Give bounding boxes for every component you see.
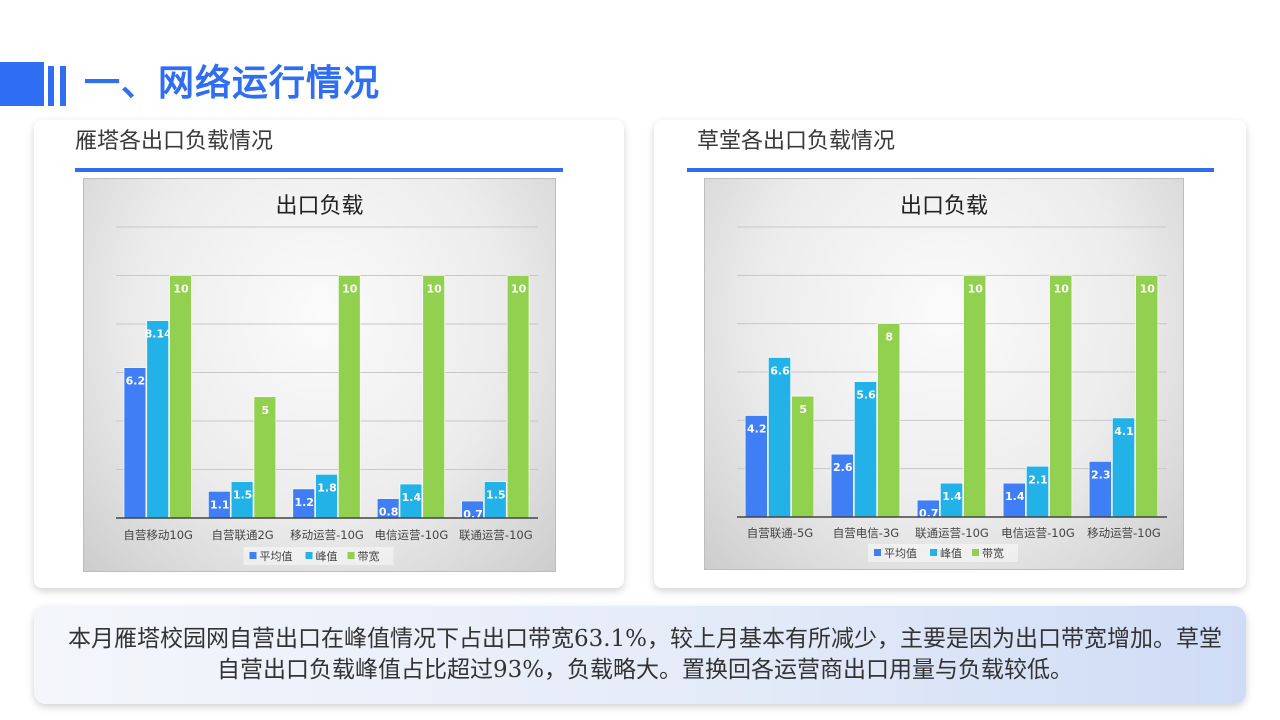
summary-box: 本月雁塔校园网自营出口在峰值情况下占出口带宽63.1%，较上月基本有所减少，主要… bbox=[34, 606, 1246, 704]
legend-label: 平均值 bbox=[884, 547, 917, 560]
data-label: 10 bbox=[342, 283, 358, 296]
data-label: 10 bbox=[968, 282, 984, 295]
legend-swatch bbox=[249, 552, 257, 559]
data-label: 1.4 bbox=[1005, 490, 1025, 503]
category-label: 自营联通2G bbox=[211, 528, 273, 542]
category-label: 联通运营-10G bbox=[915, 526, 989, 540]
left-panel-rule bbox=[75, 168, 563, 172]
data-label: 10 bbox=[173, 283, 189, 296]
title-accent-bar bbox=[48, 66, 54, 106]
page-title: 一、网络运行情况 bbox=[84, 63, 381, 104]
data-label: 5 bbox=[799, 403, 807, 416]
data-label: 2.6 bbox=[833, 461, 853, 474]
data-label: 1.4 bbox=[402, 491, 422, 504]
legend-box bbox=[243, 547, 394, 565]
bar-峰值 bbox=[146, 320, 169, 519]
bar-带宽 bbox=[1049, 275, 1073, 518]
bar-带宽 bbox=[506, 275, 530, 519]
legend-label: 带宽 bbox=[358, 549, 380, 563]
data-label: 5.6 bbox=[856, 389, 876, 402]
data-label: 0.7 bbox=[919, 507, 939, 520]
legend-label: 平均值 bbox=[260, 550, 293, 563]
data-label: 10 bbox=[511, 283, 527, 296]
bar-带宽 bbox=[1135, 275, 1159, 518]
data-label: 6.2 bbox=[126, 375, 145, 388]
right-panel-heading: 草堂各出口负载情况 bbox=[697, 129, 896, 154]
legend-swatch bbox=[347, 552, 355, 559]
left-chart-svg: 出口负载6.28.1410自营移动10G1.11.55自营联通2G1.21.81… bbox=[116, 194, 538, 565]
category-label: 移动运营-10G bbox=[290, 528, 364, 542]
data-label: 0.8 bbox=[379, 506, 399, 519]
chart-title: 出口负载 bbox=[900, 194, 988, 219]
summary-text: 本月雁塔校园网自营出口在峰值情况下占出口带宽63.1%，较上月基本有所减少，主要… bbox=[67, 626, 1223, 683]
bar-峰值 bbox=[768, 357, 791, 518]
bar-带宽 bbox=[422, 275, 445, 519]
category-label: 自营移动10G bbox=[123, 528, 193, 542]
data-label: 1.8 bbox=[317, 481, 337, 494]
category-label: 移动运营-10G bbox=[1087, 526, 1161, 540]
data-label: 8.14 bbox=[145, 328, 172, 341]
right-chart: 出口负载 4.2 6.6 5 自营联通-5G 2.6 5.6 8 自营电信-3G 0.7 1.4 10… bbox=[704, 178, 1184, 570]
legend-swatch bbox=[930, 549, 937, 556]
data-label: 2.1 bbox=[1028, 473, 1048, 486]
category-label: 自营电信-3G bbox=[833, 526, 899, 540]
left-panel-heading: 雁塔各出口负载情况 bbox=[75, 129, 274, 154]
data-label: 4.2 bbox=[747, 423, 767, 436]
legend-label: 带宽 bbox=[982, 546, 1004, 560]
right-panel-rule bbox=[687, 168, 1214, 172]
data-label: 4.1 bbox=[1114, 425, 1134, 438]
data-label: 10 bbox=[1054, 282, 1070, 295]
right-chart-svg: 出口负载4.26.65自营联通-5G2.65.68自营电信-3G0.71.410… bbox=[737, 194, 1167, 562]
data-label: 5 bbox=[262, 404, 270, 417]
data-label: 0.7 bbox=[463, 508, 483, 521]
category-label: 自营联通-5G bbox=[747, 526, 813, 540]
category-label: 电信运营-10G bbox=[1001, 526, 1075, 540]
data-label: 1.5 bbox=[486, 489, 506, 502]
bar-带宽 bbox=[963, 275, 987, 518]
legend-swatch bbox=[305, 552, 313, 559]
category-label: 电信运营-10G bbox=[375, 528, 449, 542]
title-accent-bar bbox=[60, 66, 66, 106]
data-label: 1.2 bbox=[294, 496, 314, 509]
title-accent-block bbox=[0, 62, 44, 106]
legend-box bbox=[868, 544, 1018, 562]
data-label: 1.4 bbox=[942, 490, 962, 503]
bar-带宽 bbox=[877, 323, 901, 518]
bar-平均值 bbox=[123, 367, 147, 519]
category-label: 联通运营-10G bbox=[459, 528, 533, 542]
legend-label: 峰值 bbox=[940, 547, 962, 560]
chart-title: 出口负载 bbox=[275, 194, 363, 219]
data-label: 1.1 bbox=[210, 498, 230, 511]
data-label: 1.5 bbox=[233, 489, 253, 502]
bar-带宽 bbox=[338, 275, 361, 519]
data-label: 10 bbox=[427, 283, 443, 296]
legend-swatch bbox=[874, 549, 881, 556]
left-chart: 出口负载 6.2 8.14 10 自营移动10G 1.1 1.5 5 自营联通2G 1.2 1.8 1… bbox=[83, 178, 556, 572]
data-label: 2.3 bbox=[1091, 468, 1111, 481]
data-label: 6.6 bbox=[770, 365, 790, 378]
legend-swatch bbox=[972, 549, 979, 556]
bar-峰值 bbox=[854, 381, 877, 518]
legend-label: 峰值 bbox=[316, 550, 338, 563]
data-label: 8 bbox=[885, 331, 893, 344]
data-label: 10 bbox=[1140, 282, 1156, 295]
bar-带宽 bbox=[169, 275, 192, 519]
